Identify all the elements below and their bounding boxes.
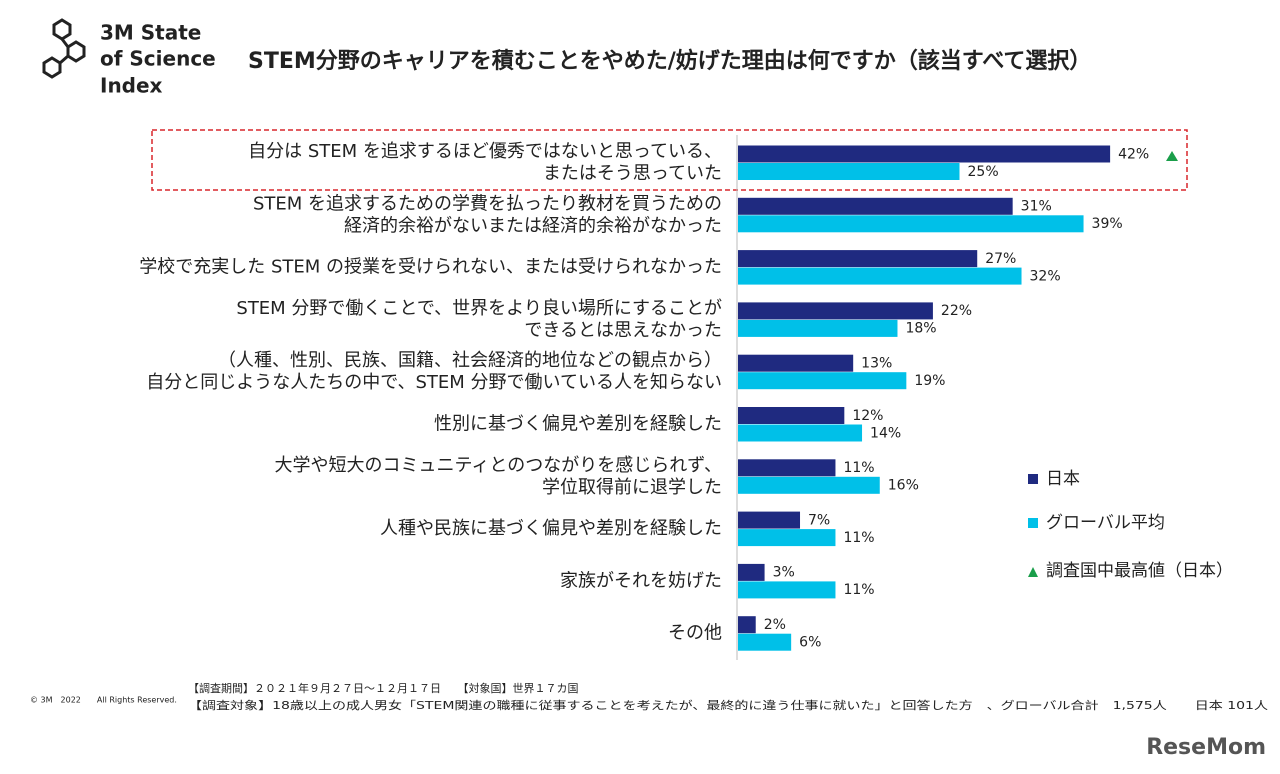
bar [738,459,836,477]
value-label: 16% [888,478,919,494]
category-label: STEM を追求するための学費を払ったり教材を買うための [253,193,722,214]
value-label: 11% [843,582,874,598]
value-label: 22% [941,303,972,319]
bar [738,302,933,320]
value-label: 18% [905,321,936,337]
bar [738,424,863,442]
legend-label: 日本 [1046,469,1080,489]
category-label: STEM 分野で働くことで、世界をより良い場所にすることが [236,298,722,319]
category-label: 自分と同じような人たちの中で、STEM 分野で働いている人を知らない [146,372,722,393]
legend-label: 調査国中最高値（日本） [1046,561,1233,581]
value-label: 25% [968,164,999,180]
brand: of Science [100,47,216,71]
highlight-box [151,129,1188,191]
brand: 3M State [100,21,201,45]
value-label: 2% [764,617,786,633]
value-label: 14% [870,425,901,441]
footnote: 【調査対象】18歳以上の成人男女「STEM関連の職種に従事することを考えたが、最… [188,698,1268,712]
category-label: 学位取得前に退学した [542,477,722,498]
value-label: 39% [1092,216,1123,232]
bar [738,197,1013,215]
bar [738,372,907,390]
category-label: 学校で充実した STEM の授業を受けられない、または受けられなかった [139,257,722,278]
value-label: 3% [773,565,795,581]
value-label: 42% [1118,146,1149,162]
copyright: © 3M 2022 All Rights Reserved. [30,696,177,705]
brand: Index [100,74,163,98]
value-label: 12% [852,408,883,424]
category-label: （人種、性別、民族、国籍、社会経済的地位などの観点から） [218,350,722,371]
bar [738,215,1084,233]
bar [738,145,1111,163]
chart-title: STEM分野のキャリアを積むことをやめた/妨げた理由は何ですか（該当すべて選択） [248,48,1091,74]
bar [738,529,836,547]
value-label: 32% [1030,268,1061,284]
bar [738,250,978,268]
bar [738,267,1022,285]
value-label: 6% [799,634,821,650]
bar [738,563,765,581]
value-label: 13% [861,355,892,371]
category-label: 性別に基づく偏見や差別を経験した [434,414,722,435]
legend-label: グローバル平均 [1046,513,1165,533]
value-label: 31% [1021,199,1052,215]
logo-icon [42,18,86,79]
bar [738,354,854,372]
category-label: 大学や短大のコミュニティとのつながりを感じられず、 [275,455,722,476]
value-label: 19% [914,373,945,389]
bar [738,319,898,337]
category-label: できるとは思えなかった [524,320,722,341]
bar [738,163,960,180]
footnote: 【調査期間】２０２１年９月２７日～１２月１７日 【対象国】世界１７カ国 [188,681,579,695]
value-label: 11% [843,530,874,546]
watermark: ReseMom [1146,735,1266,760]
category-label: 経済的余裕がないまたは経済的余裕がなかった [344,215,722,236]
category-label: またはそう思っていた [543,163,722,184]
highlight-marker [1166,151,1178,161]
value-label: 27% [985,251,1016,267]
legend-swatch [1028,474,1038,484]
legend-swatch [1028,518,1038,528]
legend-marker [1028,567,1038,577]
bar [738,581,836,599]
bar [738,633,792,651]
value-label: 7% [808,512,830,528]
bar [738,407,845,424]
bar [738,616,756,634]
category-label: その他 [668,623,722,644]
value-label: 11% [843,460,874,476]
category-label: 人種や民族に基づく偏見や差別を経験した [380,518,722,539]
bar [738,511,801,529]
bar [738,476,880,494]
category-label: 家族がそれを妨げた [560,570,722,591]
category-label: 自分は STEM を追求するほど優秀ではないと思っている、 [248,141,722,162]
